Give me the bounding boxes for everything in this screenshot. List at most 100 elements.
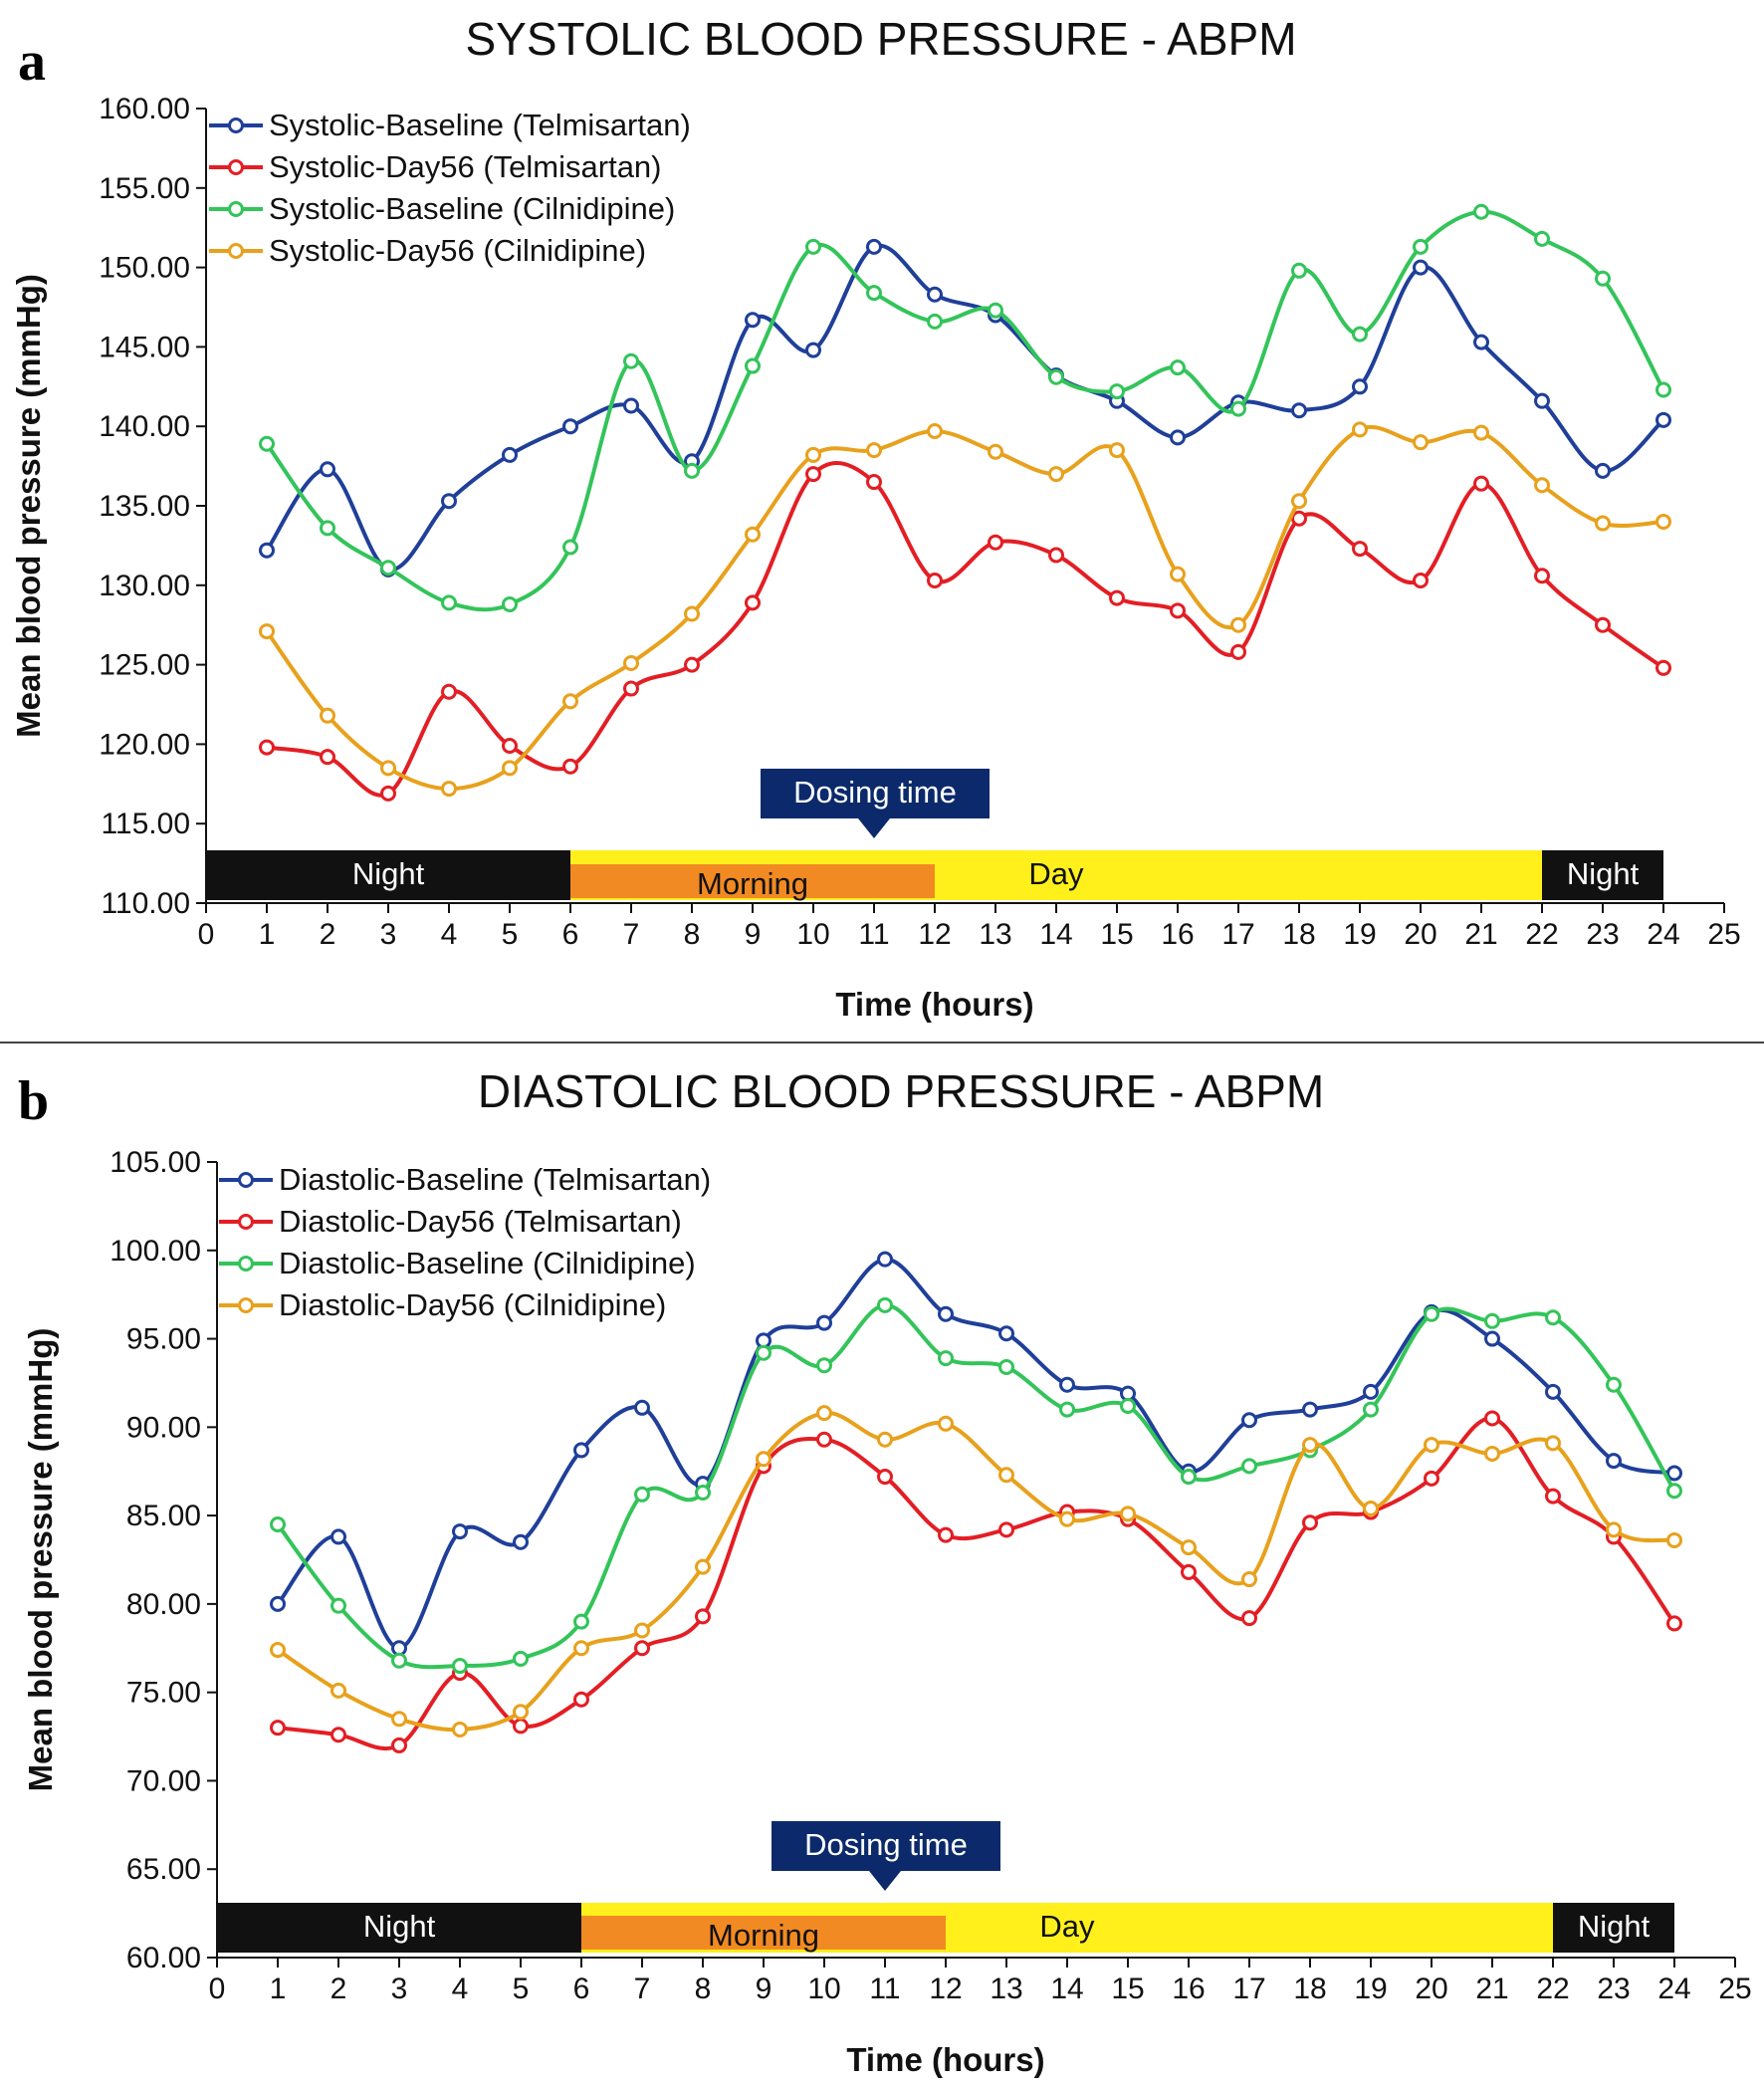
data-point <box>634 1622 650 1639</box>
data-point <box>1666 1465 1682 1482</box>
y-tick-label: 85.00 <box>126 1500 201 1532</box>
data-point <box>623 655 639 672</box>
y-tick-label: 160.00 <box>99 93 190 125</box>
y-tick-label: 135.00 <box>99 490 190 523</box>
x-tick-label: 16 <box>1172 1972 1205 2005</box>
data-point <box>270 1595 286 1612</box>
data-point <box>938 1415 954 1432</box>
data-point <box>1363 1383 1379 1400</box>
data-point <box>320 749 335 766</box>
data-point <box>320 707 335 724</box>
y-tick-label: 110.00 <box>101 887 190 920</box>
legend-entry: Systolic-Baseline (Telmisartan) <box>269 108 691 142</box>
data-point <box>380 785 396 802</box>
y-tick-label: 155.00 <box>99 172 190 205</box>
x-tick-label: 12 <box>918 918 951 951</box>
data-point <box>259 542 275 559</box>
data-point <box>1181 1563 1197 1580</box>
legend-marker <box>238 1256 254 1272</box>
x-tick-label: 19 <box>1343 918 1376 951</box>
data-point <box>1666 1615 1682 1632</box>
data-point <box>988 302 1003 319</box>
data-point <box>1606 1521 1622 1538</box>
data-point <box>1291 493 1307 510</box>
data-point <box>998 1358 1014 1375</box>
data-point <box>1473 203 1489 220</box>
x-tick-label: 0 <box>198 918 215 951</box>
x-tick-label: 18 <box>1293 1972 1326 2005</box>
chart-panel-b: b DIASTOLIC BLOOD PRESSURE - ABPM 60.00 65.… <box>18 1065 1752 2078</box>
y-tick-label: 95.00 <box>126 1323 201 1356</box>
data-point <box>1048 466 1064 483</box>
data-point <box>1230 616 1246 633</box>
dosing-time-callout <box>772 1821 1000 1871</box>
y-tick-label: 105.00 <box>110 1146 201 1179</box>
y-tick-label: 65.00 <box>126 1853 201 1886</box>
data-point <box>745 526 761 543</box>
data-point <box>1302 1401 1318 1418</box>
x-tick-label: 23 <box>1597 1972 1630 2005</box>
data-point <box>391 1711 407 1728</box>
data-point <box>1059 1510 1075 1527</box>
data-point <box>441 781 457 798</box>
data-point <box>331 1597 346 1614</box>
dosing-time-arrow <box>858 818 890 838</box>
data-point <box>756 1451 772 1468</box>
x-tick-label: 22 <box>1525 918 1558 951</box>
data-point <box>380 560 396 577</box>
data-point <box>1534 568 1550 584</box>
x-tick-label: 5 <box>513 1972 530 2005</box>
y-tick-label: 100.00 <box>110 1235 201 1268</box>
data-point <box>452 1523 468 1540</box>
data-point <box>1606 1453 1622 1470</box>
x-tick-label: 6 <box>573 1972 590 2005</box>
data-point <box>866 442 882 459</box>
data-point <box>1230 400 1246 417</box>
data-point <box>562 418 578 435</box>
x-tick-label: 24 <box>1647 918 1679 951</box>
x-tick-label: 25 <box>1718 1972 1751 2005</box>
data-point <box>1595 515 1611 532</box>
y-tick-label: 120.00 <box>99 728 190 761</box>
time-band-label: Night <box>363 1909 436 1944</box>
data-point <box>877 1469 893 1486</box>
data-point <box>695 1485 711 1502</box>
data-point <box>1048 368 1064 385</box>
data-point <box>1363 1501 1379 1517</box>
data-point <box>684 656 700 673</box>
dosing-time-label: Dosing time <box>793 775 957 810</box>
data-point <box>1291 402 1307 419</box>
x-tick-label: 23 <box>1586 918 1619 951</box>
dosing-time-callout <box>761 769 990 818</box>
series-2 <box>259 461 1671 802</box>
data-point <box>1545 1488 1561 1505</box>
x-tick-label: 2 <box>320 918 336 951</box>
data-point <box>1484 1410 1500 1427</box>
x-axis-label: Time (hours) <box>835 986 1033 1023</box>
legend-marker <box>228 243 244 259</box>
y-tick-label: 125.00 <box>99 649 190 682</box>
data-point <box>1413 573 1429 589</box>
x-tick-label: 4 <box>441 918 458 951</box>
x-tick-label: 1 <box>270 1972 287 2005</box>
data-point <box>573 1640 589 1657</box>
time-band-night <box>206 850 570 900</box>
data-point <box>1120 1506 1136 1522</box>
data-point <box>998 1325 1014 1342</box>
legend-entry: Systolic-Day56 (Telmisartan) <box>269 149 662 184</box>
y-axis-label: Mean blood pressure (mmHg) <box>22 1328 59 1792</box>
x-tick-label: 19 <box>1354 1972 1387 2005</box>
data-point <box>805 446 821 463</box>
x-tick-label: 20 <box>1415 1972 1447 2005</box>
data-point <box>259 435 275 452</box>
data-point <box>1534 230 1550 247</box>
data-point <box>331 1528 346 1545</box>
data-point <box>1655 411 1671 428</box>
data-point <box>1413 259 1429 276</box>
time-band-label: Night <box>1567 856 1640 891</box>
data-point <box>745 357 761 374</box>
data-point <box>1413 434 1429 451</box>
data-point <box>805 238 821 255</box>
data-point <box>1595 270 1611 287</box>
x-tick-label: 11 <box>858 918 889 951</box>
